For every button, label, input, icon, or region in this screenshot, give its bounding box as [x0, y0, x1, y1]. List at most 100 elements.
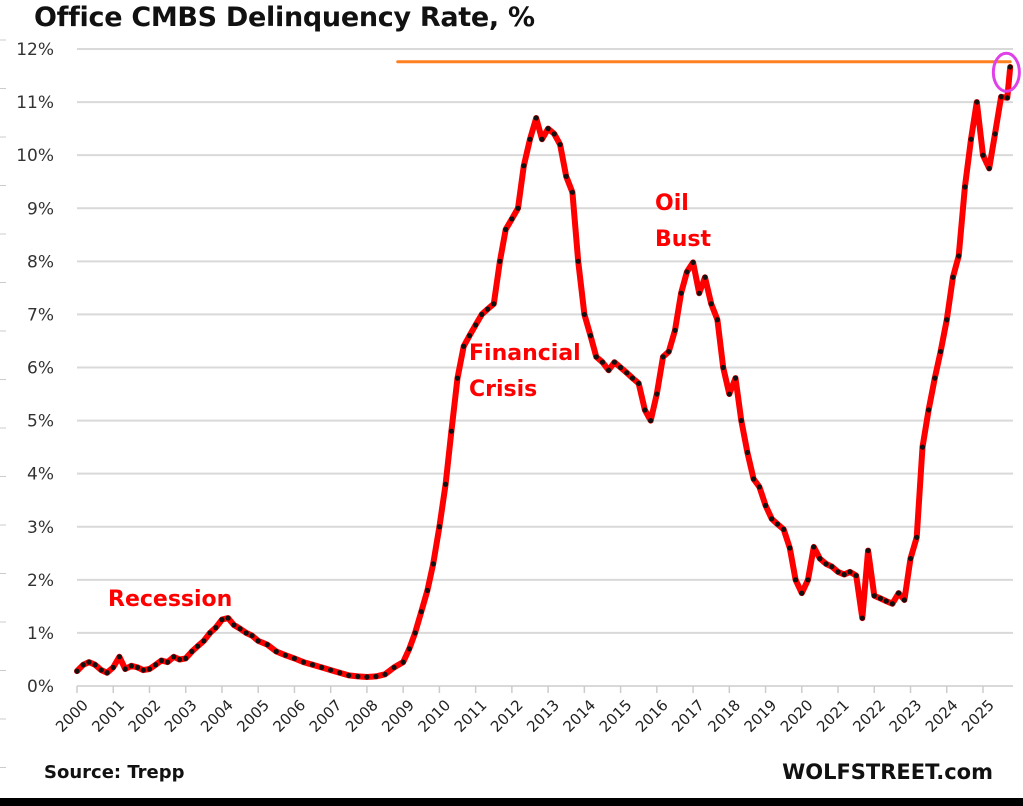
x-tick-label: 2012 [487, 696, 527, 736]
data-point [110, 664, 116, 671]
x-tick-label: 2025 [958, 696, 998, 736]
data-point [300, 659, 307, 665]
data-point [871, 593, 877, 599]
x-tick-label: 2020 [777, 696, 817, 736]
data-point [195, 643, 201, 649]
x-tick-label: 2002 [125, 696, 165, 736]
x-tick-label: 2005 [233, 696, 273, 736]
data-point [466, 333, 473, 339]
data-point [944, 317, 950, 323]
data-point [781, 526, 787, 533]
data-point [545, 126, 551, 132]
data-point [527, 136, 533, 142]
x-tick-label: 2008 [342, 696, 382, 736]
data-point [738, 417, 744, 424]
x-tick-label: 2011 [451, 696, 491, 736]
x-tick-label: 2015 [596, 696, 636, 736]
data-point [756, 484, 762, 490]
annotation-crisis: Crisis [469, 377, 537, 402]
data-point [551, 131, 557, 137]
data-point [183, 655, 189, 661]
x-tick-label: 2019 [741, 696, 781, 736]
data-point [926, 407, 932, 413]
y-tick-label: 5% [27, 412, 54, 432]
data-point [364, 674, 370, 680]
data-point [521, 163, 527, 169]
data-point [479, 311, 485, 318]
x-tick-label: 2017 [668, 696, 708, 736]
data-point [430, 561, 436, 567]
data-point [418, 609, 424, 615]
data-point [950, 274, 956, 280]
data-point [264, 641, 270, 648]
x-tick-label: 2001 [88, 696, 128, 736]
x-tick-label: 2014 [559, 696, 599, 736]
data-point [557, 141, 563, 148]
y-tick-label: 12% [16, 40, 54, 60]
data-point [883, 598, 889, 604]
x-tick-label: 2004 [197, 696, 237, 736]
x-tick-label: 2006 [270, 696, 310, 736]
data-point [672, 327, 678, 333]
x-tick-label: 2022 [849, 696, 889, 736]
data-point [503, 226, 509, 233]
data-point [599, 359, 606, 365]
data-point [919, 444, 926, 450]
data-point [539, 136, 545, 142]
x-tick-label: 2013 [523, 696, 563, 736]
data-point [515, 205, 521, 211]
data-point [762, 502, 769, 509]
data-point [611, 359, 618, 365]
data-point [629, 375, 636, 381]
data-point [606, 367, 612, 373]
data-point [122, 666, 128, 672]
data-point [80, 662, 86, 668]
annotation-recession: Recession [108, 587, 232, 612]
x-tick-label: 2007 [306, 696, 346, 736]
data-point [841, 571, 847, 578]
x-tick-label: 2016 [632, 696, 672, 736]
data-point [962, 184, 968, 190]
data-point [624, 370, 630, 376]
data-point [744, 449, 751, 456]
data-point [660, 354, 666, 360]
x-tick-label: 2024 [922, 696, 962, 736]
highlight-layer [991, 51, 1021, 93]
data-point [666, 348, 672, 355]
data-point [231, 622, 237, 628]
data-point [581, 311, 587, 318]
data-point [442, 481, 449, 487]
data-point [859, 615, 865, 621]
y-tick-label: 4% [27, 465, 54, 485]
data-point [787, 545, 793, 551]
data-point [877, 595, 884, 602]
data-point [642, 407, 648, 413]
data-point [793, 577, 799, 583]
data-point [473, 322, 479, 328]
data-point [309, 662, 316, 668]
data-point [932, 375, 938, 381]
data-point [714, 317, 720, 323]
data-point [684, 269, 690, 275]
x-tick-label: 2023 [886, 696, 926, 736]
y-tick-label: 6% [27, 359, 54, 379]
data-point [237, 626, 243, 632]
data-point [563, 173, 569, 179]
data-point [569, 189, 576, 195]
credit-note: WOLFSTREET.com [782, 760, 993, 784]
data-point [461, 343, 467, 349]
data-point [328, 667, 334, 673]
data-point [895, 590, 902, 596]
data-point [146, 666, 153, 672]
data-point [751, 476, 757, 482]
data-point [974, 99, 980, 105]
data-point [448, 428, 454, 434]
data-point [853, 572, 859, 579]
y-tick-label: 0% [27, 677, 54, 697]
source-note: Source: Trepp [44, 762, 185, 783]
data-point [249, 632, 255, 639]
data-point [153, 662, 159, 668]
data-point [454, 375, 461, 381]
x-tick-label: 2009 [378, 696, 418, 736]
data-point [201, 638, 207, 644]
